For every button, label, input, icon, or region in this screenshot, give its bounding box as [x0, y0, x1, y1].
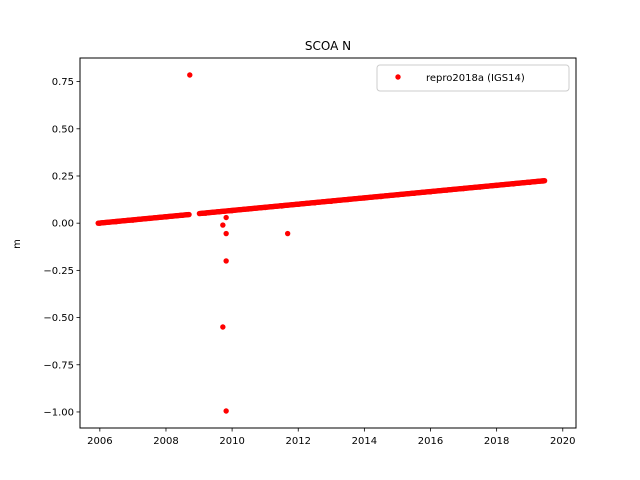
x-tick-label: 2010 — [219, 436, 244, 447]
outlier-point — [223, 408, 229, 414]
data-point — [328, 198, 335, 204]
data-point — [527, 179, 533, 186]
data-point — [130, 217, 136, 223]
data-point — [295, 201, 301, 208]
data-point — [540, 178, 546, 184]
y-tick-label: −0.50 — [43, 313, 74, 324]
y-tick-label: 0.75 — [52, 77, 74, 88]
data-point — [345, 196, 351, 203]
legend-entry-label: repro2018a (IGS14) — [426, 73, 525, 84]
trend-point — [186, 211, 192, 218]
x-tick-label: 2012 — [286, 436, 311, 447]
outlier-point — [284, 230, 291, 237]
data-point — [510, 181, 516, 187]
x-tick-label: 2006 — [87, 436, 112, 447]
data-point — [460, 185, 467, 192]
data-point — [229, 208, 235, 214]
x-tick-label: 2014 — [352, 436, 377, 447]
data-point — [411, 190, 417, 197]
y-axis-label: m — [12, 239, 23, 249]
data-point — [146, 215, 153, 222]
plot-area — [95, 72, 548, 414]
legend-box — [376, 64, 570, 92]
data-point — [179, 212, 186, 218]
data-point — [493, 182, 500, 189]
data-point — [427, 189, 434, 195]
y-tick-label: 0.00 — [52, 219, 74, 230]
x-tick-label: 2016 — [418, 436, 443, 447]
data-point — [163, 214, 169, 220]
x-tick-label: 2018 — [484, 436, 509, 447]
y-tick-label: −0.75 — [43, 360, 74, 371]
data-point — [361, 195, 368, 201]
data-point — [312, 200, 318, 206]
data-point — [262, 204, 268, 211]
y-tick-label: 0.50 — [52, 124, 74, 135]
axes-frame — [79, 57, 577, 429]
y-axis: 0.75 0.50 0.25 0.00 −0.25 −0.50 −0.75 −1.00 — [43, 77, 80, 418]
y-tick-label: 0.25 — [52, 171, 74, 182]
data-point — [245, 206, 252, 212]
data-point — [444, 187, 450, 193]
outlier-point — [187, 72, 193, 78]
data-point — [113, 218, 120, 225]
x-tick-label: 2008 — [153, 436, 178, 447]
outlier-point — [220, 324, 226, 330]
data-point — [477, 184, 483, 190]
data-point — [97, 220, 103, 226]
data-point — [202, 210, 209, 216]
y-tick-label: −0.25 — [43, 266, 74, 277]
x-tick-label: 2020 — [550, 436, 575, 447]
x-axis: 2006 2008 2010 2012 2014 2016 2018 2020 — [87, 428, 575, 447]
data-point — [378, 193, 384, 200]
outlier-point — [223, 258, 229, 264]
y-tick-label: −1.00 — [43, 407, 74, 418]
outlier-point — [223, 230, 229, 237]
chart-title: SCOA N — [305, 39, 351, 53]
outlier-point — [223, 214, 229, 221]
data-point — [394, 192, 401, 198]
outlier-point — [220, 222, 226, 228]
legend-marker — [395, 74, 401, 80]
legend: repro2018a (IGS14) — [376, 64, 570, 92]
data-point — [279, 203, 285, 209]
data-point — [216, 209, 222, 215]
